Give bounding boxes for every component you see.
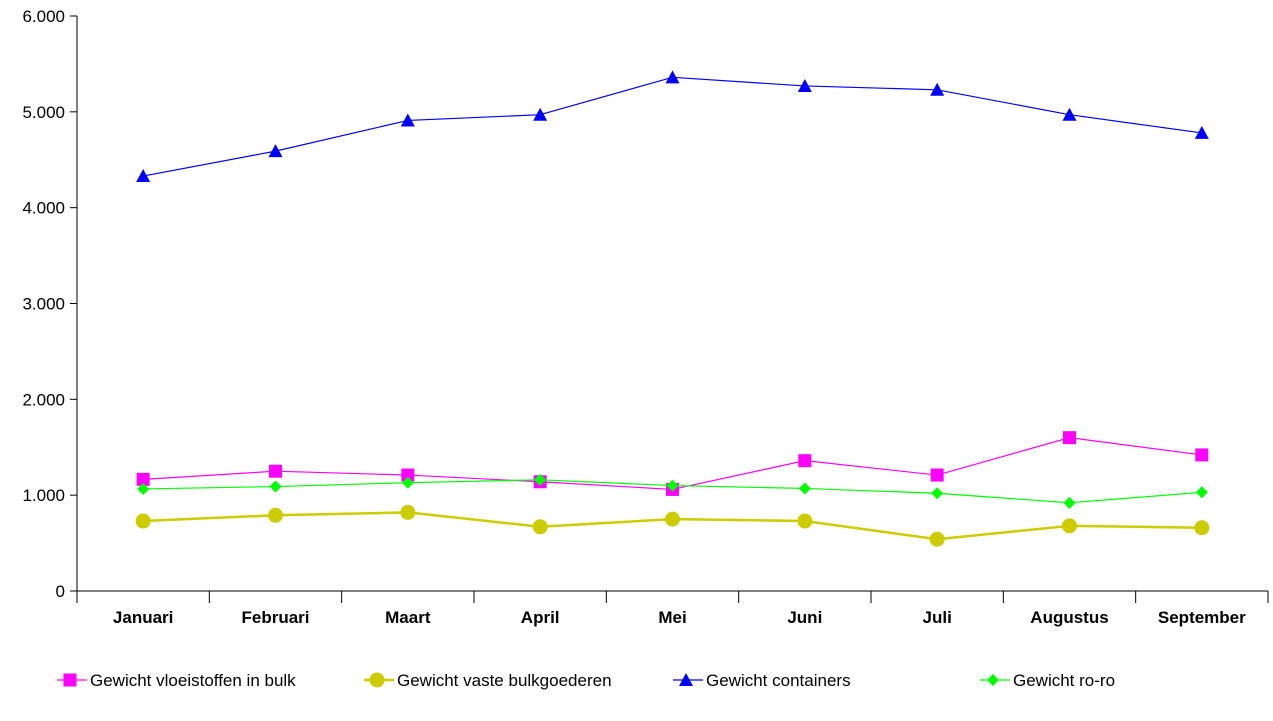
data-point-circle xyxy=(665,511,680,527)
x-category-label: Januari xyxy=(113,608,173,627)
legend-item: Gewicht containers xyxy=(673,671,851,690)
series-triangle xyxy=(136,70,1209,183)
legend-label: Gewicht vloeistoffen in bulk xyxy=(90,671,296,690)
data-point-square xyxy=(798,454,812,468)
data-point-triangle xyxy=(1062,107,1077,121)
legend-swatch-marker xyxy=(369,672,385,688)
data-point-square xyxy=(401,468,415,482)
x-category-label: Juli xyxy=(923,608,952,627)
data-point-diamond xyxy=(269,480,282,493)
y-tick-label: 3.000 xyxy=(22,295,65,314)
data-point-diamond xyxy=(1063,496,1076,509)
legend-item: Gewicht vaste bulkgoederen xyxy=(364,671,612,690)
x-category-label: Augustus xyxy=(1030,608,1108,627)
legend: Gewicht vloeistoffen in bulk Gewicht vast… xyxy=(57,671,1115,690)
data-point-triangle xyxy=(665,70,680,84)
data-point-triangle xyxy=(797,78,812,92)
data-point-circle xyxy=(797,513,813,529)
data-point-circle xyxy=(1062,518,1077,534)
data-point-diamond xyxy=(1195,486,1208,499)
legend-swatch-marker xyxy=(63,673,77,687)
y-tick-label: 0 xyxy=(56,582,65,601)
y-tick-label: 5.000 xyxy=(22,103,65,122)
legend-label: Gewicht containers xyxy=(706,671,851,690)
legend-label: Gewicht ro-ro xyxy=(1013,671,1115,690)
x-category-label: Februari xyxy=(241,608,309,627)
data-point-diamond xyxy=(137,482,150,495)
x-category-label: Maart xyxy=(385,608,431,627)
legend-swatch-marker xyxy=(987,674,999,686)
legend-label: Gewicht vaste bulkgoederen xyxy=(397,671,612,690)
y-tick-label: 2.000 xyxy=(22,390,65,409)
y-axis-tick-labels: 0 1.000 2.000 3.000 4.000 5.000 6.000 xyxy=(22,7,65,601)
data-point-diamond xyxy=(401,476,414,489)
data-point-circle xyxy=(1194,520,1210,536)
legend-swatch-marker xyxy=(679,673,693,686)
legend-item: Gewicht ro-ro xyxy=(980,671,1115,690)
data-point-circle xyxy=(135,513,151,529)
data-point-triangle xyxy=(533,107,548,121)
series-diamond xyxy=(137,473,1208,509)
data-point-square xyxy=(136,472,150,486)
series-layer xyxy=(135,70,1210,547)
x-category-label: April xyxy=(521,608,560,627)
data-point-triangle xyxy=(1194,125,1209,139)
data-point-square xyxy=(1195,448,1209,462)
y-tick-label: 4.000 xyxy=(22,199,65,218)
data-point-triangle xyxy=(930,82,945,96)
data-point-triangle xyxy=(268,144,283,158)
data-point-diamond xyxy=(666,479,679,492)
x-category-label: Mei xyxy=(658,608,686,627)
data-point-diamond xyxy=(798,482,811,495)
x-axis-category-labels: Januari Februari Maart April Mei Juni Juli Augu… xyxy=(113,608,1246,627)
data-point-diamond xyxy=(534,473,547,486)
series-line xyxy=(143,76,1202,177)
series-circle xyxy=(135,504,1210,547)
data-point-square xyxy=(1063,431,1076,445)
data-point-circle xyxy=(929,531,945,547)
data-point-circle xyxy=(400,504,416,520)
data-point-triangle xyxy=(400,113,415,127)
data-point-circle xyxy=(268,507,283,523)
data-point-circle xyxy=(532,519,548,535)
data-point-square xyxy=(930,468,944,482)
y-tick-label: 1.000 xyxy=(22,486,65,505)
data-point-square xyxy=(269,464,282,478)
chart-axes xyxy=(70,15,1269,603)
legend-item: Gewicht vloeistoffen in bulk xyxy=(57,671,296,690)
x-category-label: September xyxy=(1158,608,1246,627)
x-category-label: Juni xyxy=(787,608,822,627)
y-tick-label: 6.000 xyxy=(22,7,65,26)
data-point-diamond xyxy=(931,487,944,500)
data-point-triangle xyxy=(136,169,151,183)
